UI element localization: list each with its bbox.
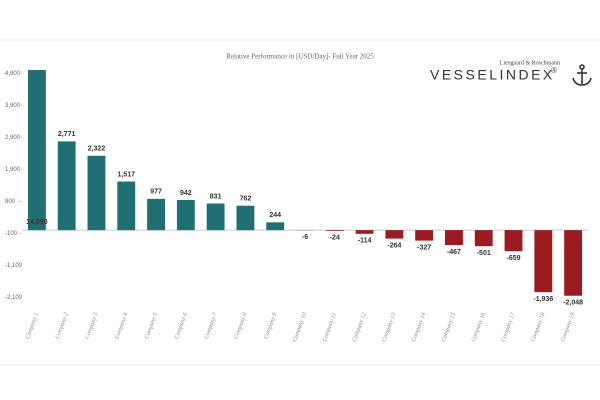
x-tick-label: Company 1 (25, 312, 40, 340)
x-tick-label: Company 6 (174, 312, 189, 340)
x-tick-label: Company 10 (292, 312, 308, 343)
y-tick-label: -2,100 (5, 295, 23, 301)
bar (534, 230, 553, 293)
bar (415, 230, 434, 241)
x-tick-label: Company 16 (471, 312, 487, 343)
bar (27, 70, 46, 231)
x-tick-label: Company 2 (55, 312, 70, 340)
plot-area (27, 70, 583, 296)
x-tick-label: Company 5 (144, 312, 159, 340)
bar (504, 230, 523, 252)
x-tick-label: Company 12 (352, 312, 368, 343)
bar (266, 222, 285, 231)
x-tick-label: Company 3 (85, 312, 100, 340)
bar (564, 230, 583, 296)
value-label: -114 (358, 238, 372, 245)
x-tick-label: Company 11 (322, 312, 338, 342)
bar (176, 199, 195, 231)
value-label: 244 (269, 212, 281, 219)
value-label: 1,517 (117, 171, 135, 178)
x-tick-label: Company 18 (530, 312, 546, 343)
value-label: -327 (417, 244, 431, 251)
bar (236, 205, 255, 231)
value-label: -264 (387, 242, 401, 249)
y-tick-label: -1,100 (5, 263, 23, 269)
x-tick-label: Company 17 (501, 311, 517, 343)
value-label: -2,048 (563, 300, 583, 307)
value-label: 977 (150, 189, 162, 196)
x-tick-label: Company 13 (381, 312, 397, 343)
x-tick-label: Company 8 (234, 312, 249, 340)
bar (355, 230, 374, 234)
bar (147, 198, 165, 231)
x-tick-label: Company 19 (560, 312, 576, 343)
value-label: -1,936 (533, 296, 553, 303)
bar (87, 155, 106, 231)
value-label: -467 (447, 249, 461, 256)
value-label: 762 (240, 196, 252, 203)
value-label: 2,771 (58, 131, 76, 138)
anchor-icon (572, 64, 592, 86)
y-tick-label: 4,900 (5, 71, 21, 77)
brand-name: VESSELINDEX (430, 67, 555, 83)
y-tick-label: 2,900 (5, 135, 21, 141)
y-tick-label: 1,900 (5, 167, 21, 173)
value-label: -24 (330, 235, 340, 242)
value-label: 942 (180, 190, 192, 197)
value-label: 14,090 (26, 219, 48, 226)
bar (385, 230, 404, 239)
x-tick-label: Company 4 (113, 312, 129, 340)
y-tick-label: 900 (5, 199, 16, 205)
x-tick-label: Company 15 (441, 312, 457, 343)
y-tick-label: -100 (5, 231, 18, 237)
bar (474, 230, 493, 247)
bar (445, 230, 463, 246)
bar (117, 181, 136, 231)
brand-tagline: Liengaard & Roschmann (500, 60, 560, 66)
value-label: -659 (507, 255, 521, 262)
x-tick-label: Company 14 (410, 312, 427, 343)
x-tick-label: Company 7 (204, 311, 219, 340)
value-label: 831 (210, 193, 222, 200)
value-label: -501 (477, 250, 491, 257)
value-label: 2,322 (88, 146, 106, 153)
y-tick-label: 3,900 (5, 103, 21, 109)
chart-title: Relative Performance in [USD/Day]- Full … (226, 53, 374, 61)
value-label: -6 (302, 234, 308, 241)
bar (206, 203, 225, 231)
bar (325, 230, 344, 231)
x-tick-label: Company 9 (263, 312, 278, 340)
bar (57, 141, 76, 231)
brand-mark: ® (551, 66, 557, 75)
